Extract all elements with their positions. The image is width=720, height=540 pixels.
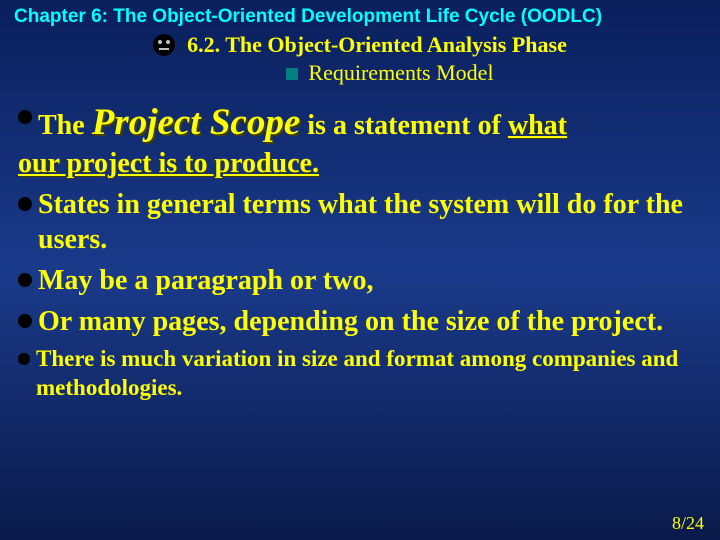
face-icon xyxy=(153,34,175,56)
page-number: 8/24 xyxy=(672,513,704,534)
disc-bullet-icon xyxy=(18,353,30,365)
b1-mid: is a statement of xyxy=(300,110,508,141)
section-header: 6.2. The Object-Oriented Analysis Phase xyxy=(0,30,720,58)
bullet-2-text: States in general terms what the system … xyxy=(38,187,704,257)
bullet-3-text: May be a paragraph or two, xyxy=(38,263,373,298)
b1-pre: The xyxy=(38,110,92,141)
disc-bullet-icon xyxy=(18,110,32,124)
content-area: The Project Scope is a statement of what… xyxy=(0,86,720,403)
bullet-5-text: There is much variation in size and form… xyxy=(36,345,704,403)
square-bullet-icon xyxy=(286,68,298,80)
bullet-5: There is much variation in size and form… xyxy=(18,345,704,403)
bullet-2: States in general terms what the system … xyxy=(18,187,704,257)
chapter-title: Chapter 6: The Object-Oriented Developme… xyxy=(0,0,720,30)
bullet-4: Or many pages, depending on the size of … xyxy=(18,304,704,339)
b1-what: what xyxy=(508,110,567,141)
bullet-1: The Project Scope is a statement of what… xyxy=(18,100,704,181)
b1-cont: our project is to produce. xyxy=(18,146,567,181)
b1-project-scope: Project Scope xyxy=(92,102,301,143)
subsection-line: Requirements Model xyxy=(0,58,720,86)
section-title: 6.2. The Object-Oriented Analysis Phase xyxy=(187,32,567,57)
bullet-3: May be a paragraph or two, xyxy=(18,263,704,298)
disc-bullet-icon xyxy=(18,314,32,328)
disc-bullet-icon xyxy=(18,197,32,211)
bullet-4-text: Or many pages, depending on the size of … xyxy=(38,304,663,339)
disc-bullet-icon xyxy=(18,273,32,287)
subsection-title: Requirements Model xyxy=(308,60,493,85)
bullet-1-text: The Project Scope is a statement of what… xyxy=(38,100,567,181)
